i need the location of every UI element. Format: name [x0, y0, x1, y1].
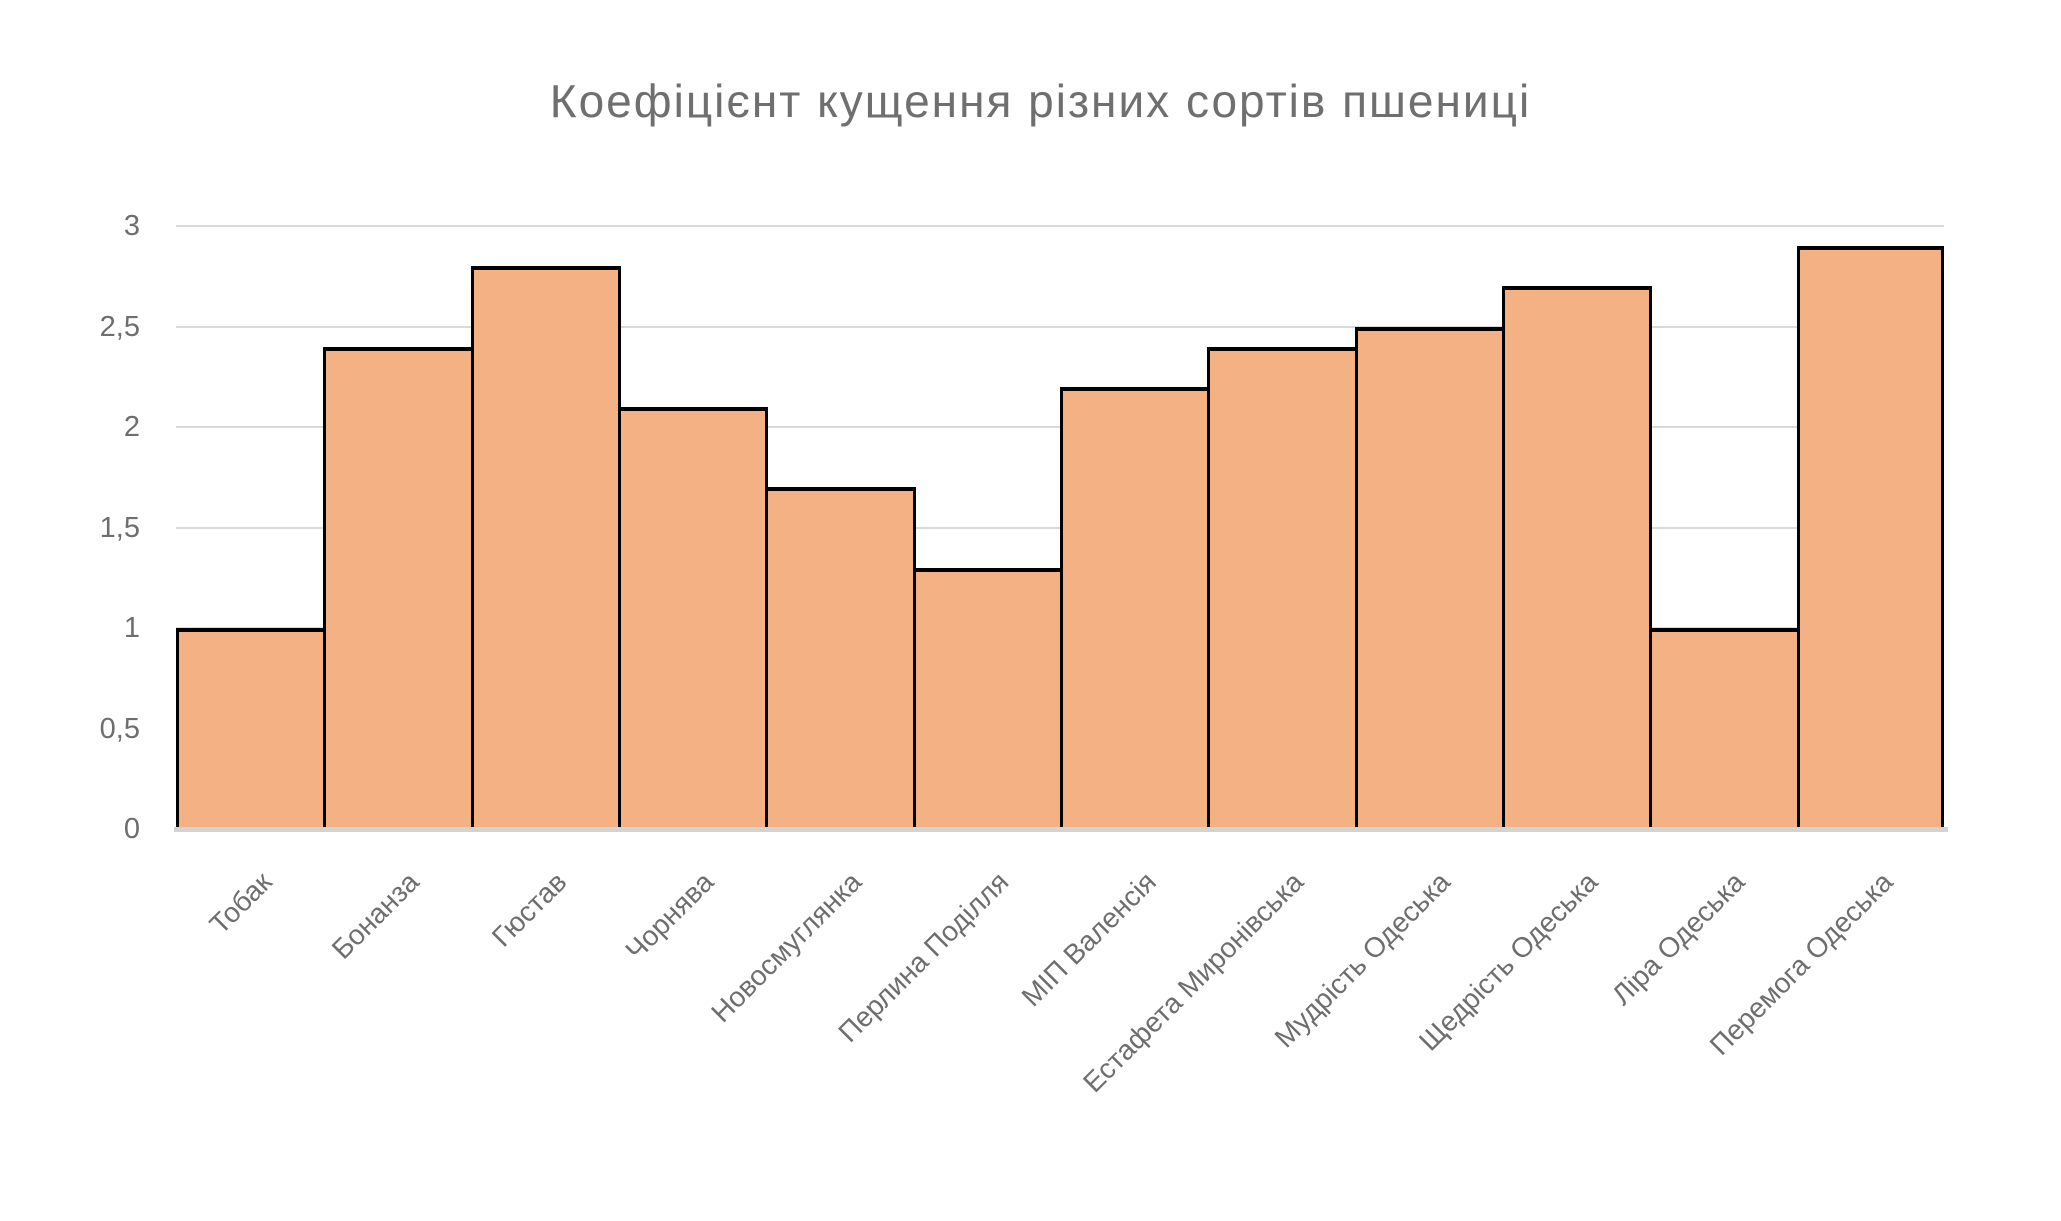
bar-6: [912, 567, 1063, 829]
bar-3: [470, 266, 621, 829]
y-tick-label: 0: [123, 813, 140, 845]
y-tick-label: 2: [123, 411, 140, 443]
gridline: [176, 225, 1944, 227]
bar-2: [323, 346, 474, 829]
bar-5: [765, 487, 916, 829]
x-axis-line: [174, 827, 1948, 832]
x-category-label: МІП Валенсія: [1015, 866, 1162, 1013]
chart-title: Коефіцієнт кущення різних сортів пшениці: [549, 75, 1532, 127]
bar-4: [618, 406, 769, 829]
plot-area: [176, 225, 1944, 829]
x-category-label: Гюстав: [485, 866, 573, 953]
bar-7: [1060, 386, 1211, 829]
y-tick-label: 3: [123, 210, 140, 242]
bar-series: [176, 226, 1944, 829]
y-tick-label: 2,5: [99, 310, 140, 343]
bar-9: [1354, 326, 1505, 829]
bar-8: [1207, 346, 1358, 829]
x-category-label: Чорнява: [619, 866, 720, 967]
x-category-label: Ліра Одеська: [1606, 866, 1751, 1011]
y-tick-label: 1: [123, 612, 140, 644]
x-category-label: Тобак: [203, 866, 278, 941]
y-tick-label: 0,5: [99, 712, 140, 745]
x-category-label: Бонанза: [326, 866, 425, 965]
x-category-label: Новосмуглянка: [704, 866, 867, 1029]
bar-10: [1502, 286, 1653, 829]
gridline: [176, 325, 1944, 328]
bar-1: [176, 628, 327, 829]
bar-12: [1796, 246, 1944, 829]
bar-11: [1649, 628, 1800, 829]
y-tick-label: 1,5: [99, 511, 140, 544]
